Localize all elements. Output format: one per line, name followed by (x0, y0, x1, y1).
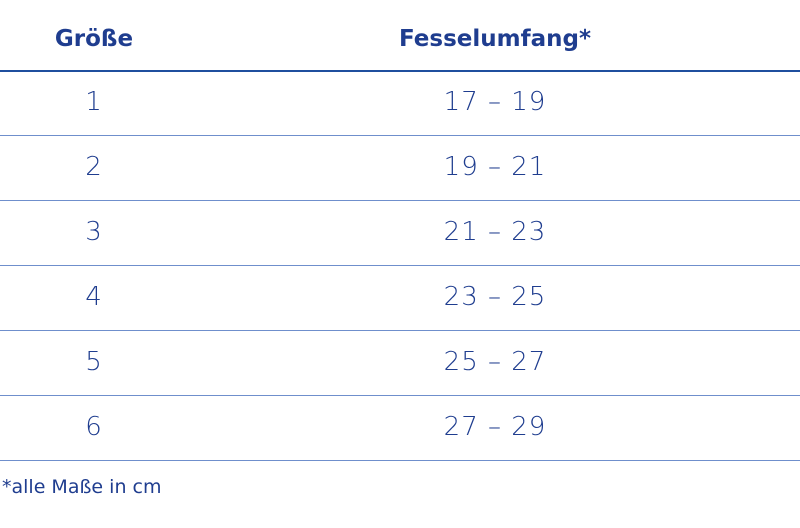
circumference-cell: 27 – 29 (443, 412, 547, 442)
size-cell: 6 (85, 412, 103, 442)
circumference-cell: 21 – 23 (443, 217, 547, 247)
size-cell: 4 (85, 282, 103, 312)
header-size: Größe (54, 26, 134, 52)
size-cell: 3 (85, 217, 103, 247)
table-row: 1 17 – 19 (0, 71, 800, 136)
size-cell: 5 (85, 347, 103, 377)
circumference-cell: 23 – 25 (443, 282, 547, 312)
size-cell: 1 (85, 87, 103, 117)
table-row: 3 21 – 23 (0, 201, 800, 266)
header-ankle-circumference: Fesselumfang* (399, 26, 591, 52)
table-row: 2 19 – 21 (0, 136, 800, 201)
circumference-cell: 25 – 27 (443, 347, 547, 377)
footnote: *alle Maße in cm (2, 476, 162, 498)
table-header: Größe Fesselumfang* (0, 0, 800, 72)
table-row: 5 25 – 27 (0, 331, 800, 396)
size-cell: 2 (85, 152, 103, 182)
circumference-cell: 17 – 19 (443, 87, 547, 117)
circumference-cell: 19 – 21 (443, 152, 547, 182)
table-row: 6 27 – 29 (0, 396, 800, 461)
table-row: 4 23 – 25 (0, 266, 800, 331)
